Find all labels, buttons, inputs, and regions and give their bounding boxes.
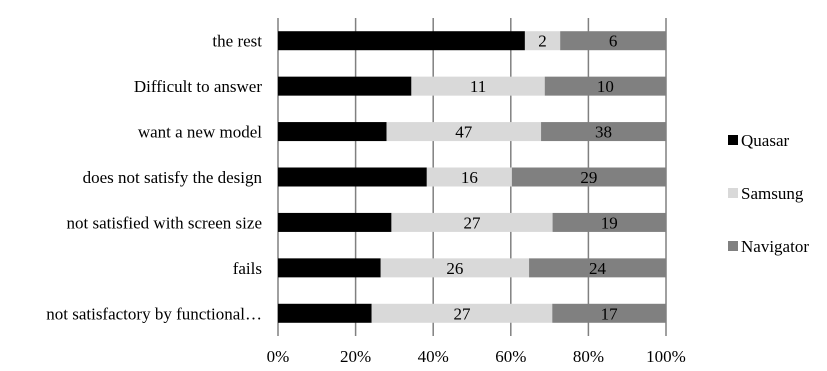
bar-segment: [371, 303, 553, 323]
legend-swatch: [728, 135, 738, 145]
bar-segment: [380, 258, 530, 278]
bar-segment: [411, 76, 545, 96]
bar-segment: [278, 258, 381, 278]
legend-swatch: [728, 188, 738, 198]
data-label: 14: [316, 304, 334, 323]
data-label: 11: [470, 77, 486, 96]
category-label: Difficult to answer: [134, 77, 262, 96]
category-label: want a new model: [138, 123, 262, 142]
bar-segment: [552, 303, 666, 323]
bar-segment: [278, 212, 392, 232]
category-label: not satisfactory by functional…: [46, 304, 262, 323]
data-label: 26: [446, 259, 463, 278]
data-label: 14: [393, 32, 411, 51]
bar-segment: [524, 31, 561, 51]
bar-segment: [391, 212, 553, 232]
bar-segment: [511, 167, 666, 187]
x-tick-label: 40%: [418, 347, 449, 366]
bar-segment: [552, 212, 666, 232]
x-tick-label: 60%: [495, 347, 526, 366]
data-label: 24: [589, 259, 607, 278]
bar-segment: [278, 31, 525, 51]
category-label: does not satisfy the design: [83, 168, 263, 187]
data-label: 27: [464, 213, 482, 232]
data-label: 38: [595, 123, 612, 142]
data-label: 47: [455, 123, 473, 142]
legend-label: Quasar: [741, 131, 789, 150]
data-label: 29: [580, 168, 597, 187]
data-label: 17: [601, 304, 619, 323]
data-label: 27: [453, 304, 471, 323]
legend-label: Navigator: [741, 237, 809, 256]
data-label: 2: [538, 32, 547, 51]
x-tick-label: 0%: [267, 347, 290, 366]
data-label: 19: [601, 213, 618, 232]
category-labels: the rest Difficult to answer want a new mo…: [46, 32, 262, 324]
bar-segment: [560, 31, 666, 51]
bar-segment: [278, 303, 372, 323]
x-tick-labels: 0% 20% 40% 60% 80% 100%: [267, 347, 686, 366]
x-tick-label: 20%: [340, 347, 371, 366]
legend: Quasar Samsung Navigator: [728, 131, 809, 256]
bar-segment: [278, 76, 412, 96]
legend-swatch: [728, 241, 738, 251]
x-tick-label: 100%: [646, 347, 686, 366]
bar-segment: [386, 122, 542, 142]
bar-segment: [278, 122, 387, 142]
data-label: 16: [461, 168, 478, 187]
bar-segment: [278, 167, 427, 187]
bar-segment: [544, 76, 666, 96]
bar-segment: [426, 167, 512, 187]
bar-segment: [529, 258, 666, 278]
category-label: fails: [233, 259, 262, 278]
data-label: 19: [326, 213, 343, 232]
data-label: 11: [337, 77, 353, 96]
data-label: 6: [609, 32, 618, 51]
data-label: 18: [321, 259, 338, 278]
data-label: 28: [344, 168, 361, 187]
x-tick-label: 80%: [573, 347, 604, 366]
data-label: 33: [324, 123, 341, 142]
bar-segment: [541, 122, 666, 142]
category-label: not satisfied with screen size: [67, 213, 262, 232]
data-label: 10: [597, 77, 614, 96]
legend-label: Samsung: [741, 184, 804, 203]
category-label: the rest: [212, 32, 262, 51]
